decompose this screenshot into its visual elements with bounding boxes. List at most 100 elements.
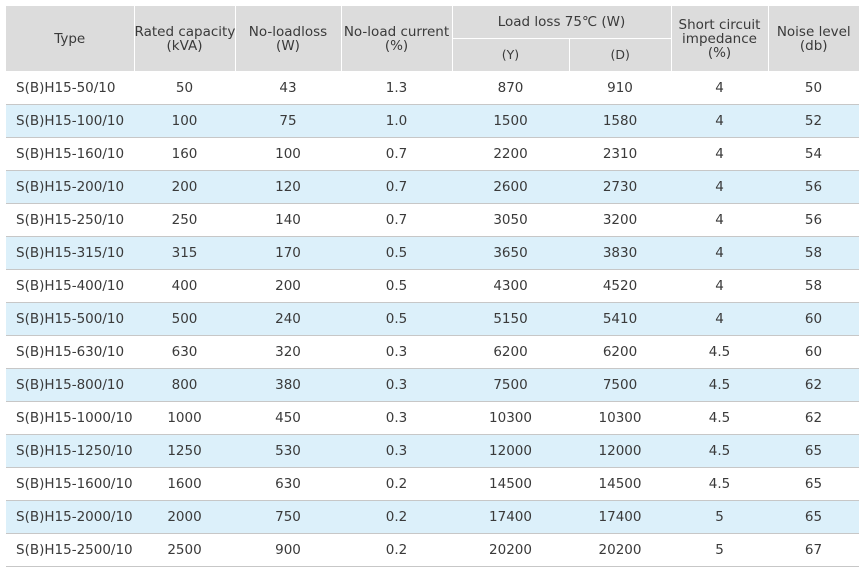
header-no-loadloss: No-loadloss (W) (235, 6, 342, 72)
load-loss-d-cell: 10300 (569, 401, 671, 435)
no-load-current-cell: 0.5 (341, 302, 452, 336)
type-cell: S(B)H15-630/10 (6, 335, 134, 369)
table-row: S(B)H15-2000/10 2000 750 0.2 17400 17400 5 65 (6, 500, 859, 534)
load-loss-d-cell: 910 (569, 71, 671, 105)
load-loss-d-cell: 14500 (569, 467, 671, 501)
load-loss-y-cell: 2600 (452, 170, 569, 204)
load-loss-d-cell: 3200 (569, 203, 671, 237)
transformer-spec-table: Type Rated capacity (kVA) No-loadloss (W… (6, 6, 859, 567)
rated-capacity-cell: 2000 (134, 500, 235, 534)
load-loss-y-cell: 6200 (452, 335, 569, 369)
no-load-current-cell: 0.7 (341, 170, 452, 204)
type-cell: S(B)H15-160/10 (6, 137, 134, 171)
no-load-current-cell: 1.3 (341, 71, 452, 105)
no-load-current-cell: 0.3 (341, 434, 452, 468)
no-load-current-cell: 0.2 (341, 533, 452, 567)
impedance-cell: 4.5 (671, 368, 768, 402)
rated-capacity-cell: 200 (134, 170, 235, 204)
impedance-cell: 4 (671, 203, 768, 237)
noise-level-cell: 62 (768, 368, 859, 402)
rated-capacity-cell: 800 (134, 368, 235, 402)
noise-level-cell: 58 (768, 269, 859, 303)
load-loss-d-cell: 17400 (569, 500, 671, 534)
rated-capacity-cell: 630 (134, 335, 235, 369)
noise-level-cell: 60 (768, 335, 859, 369)
table-row: S(B)H15-500/10 500 240 0.5 5150 5410 4 60 (6, 302, 859, 336)
noise-level-cell: 52 (768, 104, 859, 138)
impedance-cell: 5 (671, 533, 768, 567)
load-loss-y-cell: 7500 (452, 368, 569, 402)
no-load-current-cell: 0.3 (341, 368, 452, 402)
no-loadloss-cell: 750 (235, 500, 341, 534)
noise-level-cell: 54 (768, 137, 859, 171)
load-loss-d-cell: 12000 (569, 434, 671, 468)
load-loss-y-cell: 870 (452, 71, 569, 105)
load-loss-d-cell: 20200 (569, 533, 671, 567)
noise-level-cell: 62 (768, 401, 859, 435)
no-load-current-cell: 0.2 (341, 500, 452, 534)
no-loadloss-cell: 450 (235, 401, 341, 435)
load-loss-y-cell: 20200 (452, 533, 569, 567)
table-row: S(B)H15-400/10 400 200 0.5 4300 4520 4 58 (6, 269, 859, 303)
no-loadloss-cell: 630 (235, 467, 341, 501)
impedance-cell: 4 (671, 236, 768, 270)
type-cell: S(B)H15-2500/10 (6, 533, 134, 567)
no-loadloss-cell: 900 (235, 533, 341, 567)
load-loss-y-cell: 5150 (452, 302, 569, 336)
load-loss-d-cell: 5410 (569, 302, 671, 336)
noise-level-cell: 67 (768, 533, 859, 567)
table-row: S(B)H15-630/10 630 320 0.3 6200 6200 4.5 60 (6, 335, 859, 369)
noise-level-cell: 65 (768, 467, 859, 501)
no-load-current-cell: 0.3 (341, 401, 452, 435)
load-loss-y-cell: 14500 (452, 467, 569, 501)
impedance-cell: 4 (671, 170, 768, 204)
noise-level-cell: 50 (768, 71, 859, 105)
load-loss-d-cell: 7500 (569, 368, 671, 402)
impedance-cell: 4 (671, 71, 768, 105)
impedance-cell: 4.5 (671, 335, 768, 369)
load-loss-y-cell: 12000 (452, 434, 569, 468)
impedance-cell: 4.5 (671, 401, 768, 435)
no-loadloss-cell: 320 (235, 335, 341, 369)
table-row: S(B)H15-1600/10 1600 630 0.2 14500 14500 4.5 65 (6, 467, 859, 501)
load-loss-d-cell: 1580 (569, 104, 671, 138)
impedance-cell: 4 (671, 137, 768, 171)
header-load-loss-d: (D) (569, 38, 671, 72)
no-load-current-cell: 0.2 (341, 467, 452, 501)
no-load-current-cell: 0.7 (341, 203, 452, 237)
noise-level-cell: 65 (768, 500, 859, 534)
rated-capacity-cell: 1250 (134, 434, 235, 468)
load-loss-y-cell: 2200 (452, 137, 569, 171)
no-loadloss-cell: 380 (235, 368, 341, 402)
type-cell: S(B)H15-2000/10 (6, 500, 134, 534)
noise-level-cell: 56 (768, 203, 859, 237)
rated-capacity-cell: 1600 (134, 467, 235, 501)
table-row: S(B)H15-100/10 100 75 1.0 1500 1580 4 52 (6, 104, 859, 138)
rated-capacity-cell: 250 (134, 203, 235, 237)
type-cell: S(B)H15-200/10 (6, 170, 134, 204)
header-noise-level: Noise level (db) (768, 6, 859, 72)
type-cell: S(B)H15-250/10 (6, 203, 134, 237)
type-cell: S(B)H15-1000/10 (6, 401, 134, 435)
table-row: S(B)H15-2500/10 2500 900 0.2 20200 20200 5 67 (6, 533, 859, 567)
noise-level-cell: 58 (768, 236, 859, 270)
rated-capacity-cell: 100 (134, 104, 235, 138)
load-loss-y-cell: 3650 (452, 236, 569, 270)
noise-level-cell: 60 (768, 302, 859, 336)
no-load-current-cell: 0.5 (341, 269, 452, 303)
table-row: S(B)H15-315/10 315 170 0.5 3650 3830 4 58 (6, 236, 859, 270)
no-loadloss-cell: 200 (235, 269, 341, 303)
no-load-current-cell: 1.0 (341, 104, 452, 138)
rated-capacity-cell: 2500 (134, 533, 235, 567)
load-loss-d-cell: 3830 (569, 236, 671, 270)
impedance-cell: 4.5 (671, 434, 768, 468)
load-loss-d-cell: 2730 (569, 170, 671, 204)
header-short-circuit-impedance: Short circuit impedance (%) (671, 6, 769, 72)
impedance-cell: 4 (671, 104, 768, 138)
type-cell: S(B)H15-800/10 (6, 368, 134, 402)
header-rated-capacity: Rated capacity (kVA) (134, 6, 236, 72)
table-row: S(B)H15-200/10 200 120 0.7 2600 2730 4 56 (6, 170, 859, 204)
table-row: S(B)H15-250/10 250 140 0.7 3050 3200 4 56 (6, 203, 859, 237)
header-load-loss-y: (Y) (452, 38, 570, 72)
load-loss-d-cell: 2310 (569, 137, 671, 171)
